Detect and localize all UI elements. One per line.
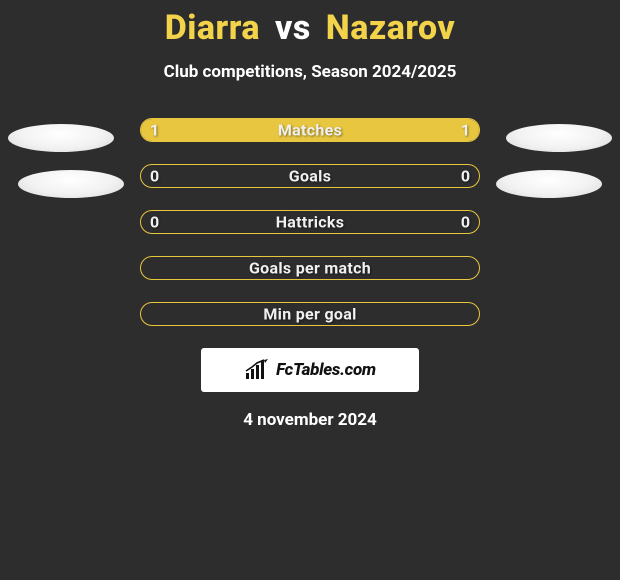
stat-bar-fill-right: [310, 119, 479, 141]
stat-row: 0 Goals 0: [0, 164, 620, 188]
stat-bar: [140, 118, 480, 142]
watermark: FcTables.com: [201, 348, 419, 392]
date-text: 4 november 2024: [0, 410, 620, 430]
title-player2: Nazarov: [326, 8, 456, 48]
stat-row: 1 Matches 1: [0, 118, 620, 142]
bar-chart-icon: [244, 359, 270, 381]
stat-bar: [140, 210, 480, 234]
title-player1: Diarra: [165, 8, 260, 48]
stat-bar: [140, 256, 480, 280]
stat-row: Goals per match: [0, 256, 620, 280]
stat-bar: [140, 164, 480, 188]
stat-rows: 1 Matches 1 0 Goals 0 0 Hattricks 0: [0, 118, 620, 326]
watermark-text: FcTables.com: [276, 360, 376, 380]
title-vs: vs: [275, 8, 311, 48]
stat-bar: [140, 302, 480, 326]
stat-row: 0 Hattricks 0: [0, 210, 620, 234]
infographic-container: Diarra vs Nazarov Club competitions, Sea…: [0, 0, 620, 580]
stat-bar-fill-left: [141, 119, 310, 141]
stat-row: Min per goal: [0, 302, 620, 326]
page-title: Diarra vs Nazarov: [0, 0, 620, 48]
subtitle: Club competitions, Season 2024/2025: [0, 62, 620, 82]
